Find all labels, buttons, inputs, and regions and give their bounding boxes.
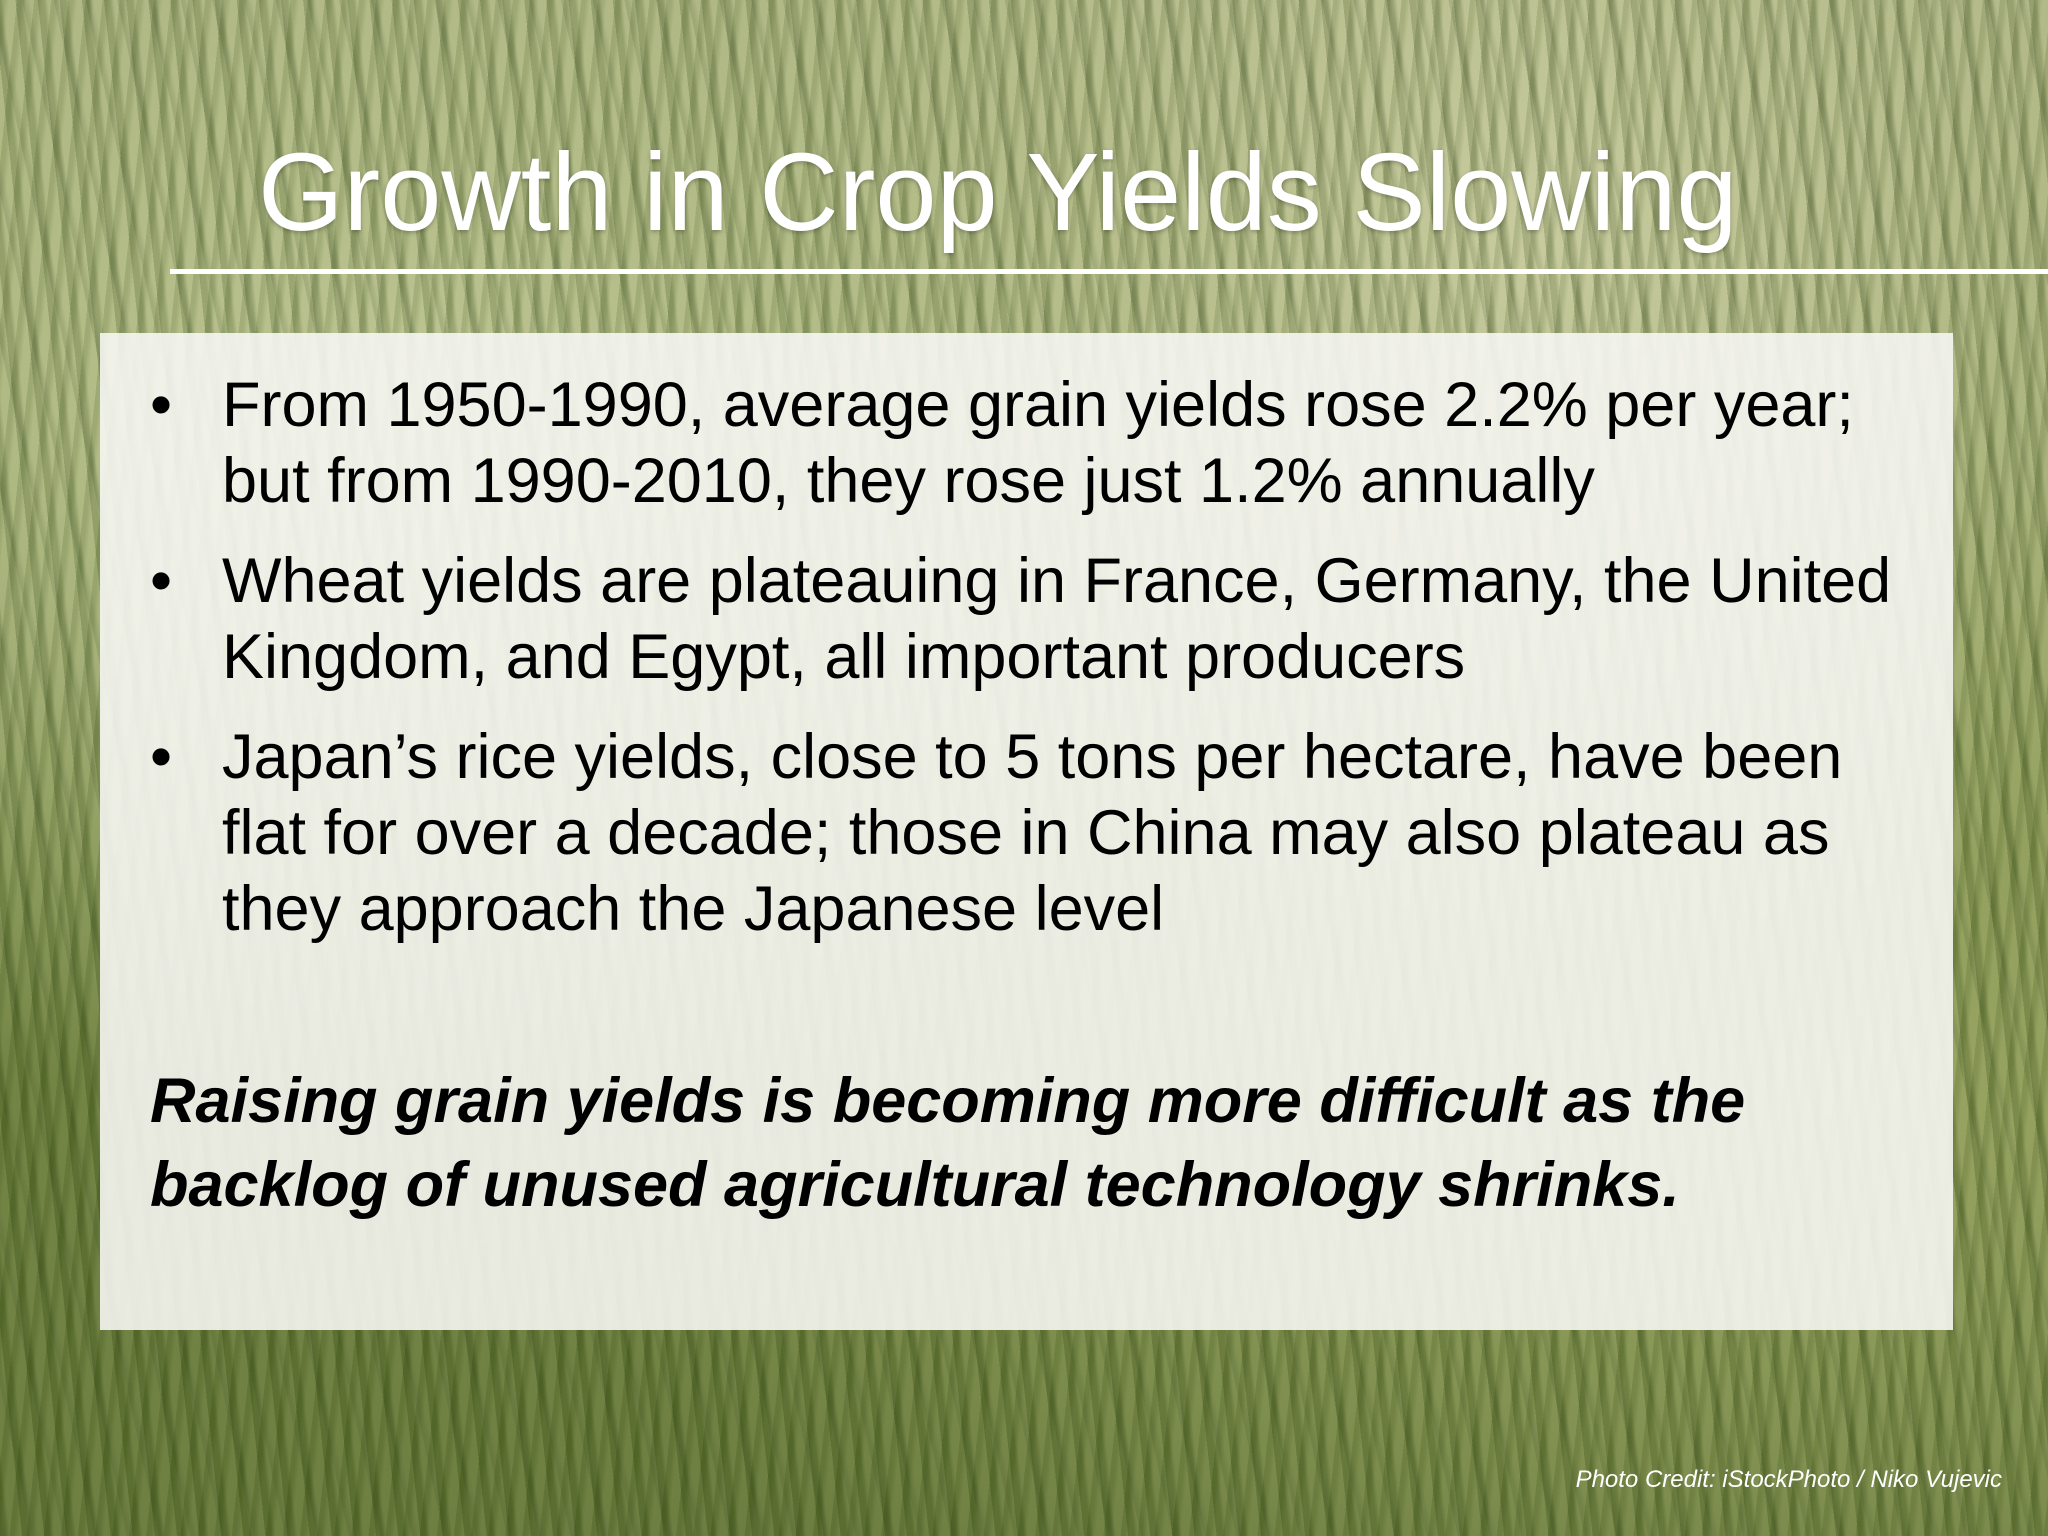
bullet-item: Japan’s rice yields, close to 5 tons per…: [150, 719, 1903, 947]
photo-credit: Photo Credit: iStockPhoto / Niko Vujevic: [1575, 1466, 2002, 1493]
bullet-item: From 1950-1990, average grain yields ros…: [150, 367, 1903, 519]
title-underline: [170, 269, 2048, 274]
content-panel: From 1950-1990, average grain yields ros…: [100, 333, 1953, 1330]
bullet-list: From 1950-1990, average grain yields ros…: [150, 367, 1903, 947]
bullet-item: Wheat yields are plateauing in France, G…: [150, 543, 1903, 695]
slide-title: Growth in Crop Yields Slowing: [258, 131, 1738, 254]
conclusion-statement: Raising grain yields is becoming more di…: [150, 1066, 1746, 1220]
